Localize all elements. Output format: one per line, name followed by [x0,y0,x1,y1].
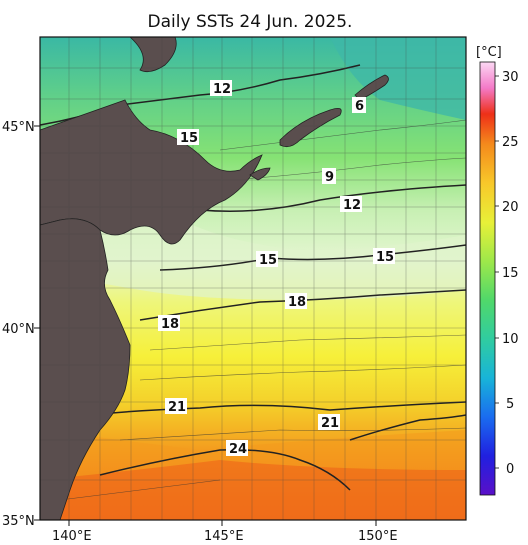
colorbar-tick-label: 0 [506,462,514,477]
kuril-island [279,107,342,148]
mild-water-patch [40,150,466,300]
contour-line [199,184,466,212]
kuril-island [354,74,389,101]
lat-label: 35°N [2,514,35,529]
contour-line [159,244,466,271]
colorbar-tick-label: 10 [502,332,519,347]
colorbar-tick-label: 30 [502,70,519,85]
colorbar-unit: [°C] [476,45,502,60]
contour-label: 24 [229,442,247,457]
lat-label: 45°N [2,120,35,135]
colorbar-gradient [479,61,496,496]
lon-label: 145°E [204,529,244,544]
axis-labels: 45°N 40°N 35°N 140°E 145°E 150°E [2,120,398,544]
contour-line [349,414,466,441]
graticule [40,37,466,520]
colorbar-tick-label: 20 [502,200,519,215]
contour-label: 6 [355,99,364,114]
kuril-island [249,167,271,181]
contour-line [99,448,351,491]
lon-label: 140°E [52,529,92,544]
colorbar-ticks [495,75,499,469]
colorbar-tick-label: 25 [502,135,519,150]
contour-label: 18 [288,295,306,310]
contour-label: 18 [161,317,179,332]
sakhalin-landmass [129,37,177,73]
colorbar-tick-label: 15 [502,266,519,281]
honshu-landmass [40,218,131,520]
contour-label: 21 [168,400,186,415]
contour-label: 15 [180,131,198,146]
contour-label: 12 [343,198,361,213]
map-frame [39,36,467,521]
contour-labels: 12 6 15 9 12 15 15 18 18 21 21 24 [158,80,395,457]
lon-label: 150°E [358,529,398,544]
lat-label: 40°N [2,322,35,337]
sst-map: 12 6 15 9 12 15 15 18 18 21 21 24 [40,37,466,520]
contour-label: 9 [325,170,334,185]
hot-water-patch [40,460,466,520]
colorbar: [°C] 30 25 20 15 10 5 0 [476,45,519,496]
contour-label: 15 [259,253,277,268]
contour-label: 12 [213,82,231,97]
colorbar-tick-label: 5 [506,397,514,412]
contour-label: 15 [376,250,394,265]
contour-line [89,401,466,416]
map-title: Daily SSTs 24 Jun. 2025. [147,12,353,32]
contour-label: 21 [321,416,339,431]
land [40,37,389,520]
contour-line [139,289,466,321]
